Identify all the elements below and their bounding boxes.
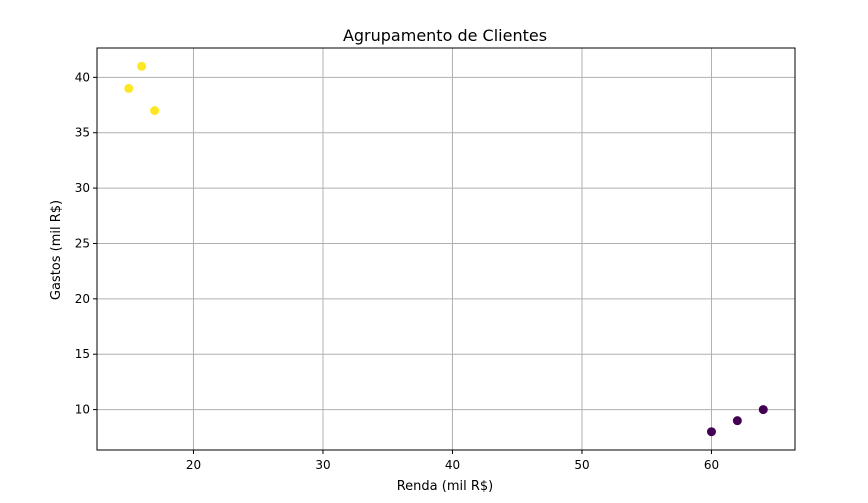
scatter-point xyxy=(137,61,147,71)
x-tick-label: 30 xyxy=(315,458,330,472)
y-tick-label: 30 xyxy=(75,181,90,195)
y-tick-label: 15 xyxy=(75,347,90,361)
y-tick-label: 35 xyxy=(75,126,90,140)
x-tick-label: 60 xyxy=(704,458,719,472)
axis-ticks: 20 30 40 50 60 10 15 20 25 30 35 40 xyxy=(75,70,719,472)
chart-title: Agrupamento de Clientes xyxy=(343,26,547,45)
y-tick-label: 20 xyxy=(75,292,90,306)
scatter-point xyxy=(706,427,716,437)
grid-lines xyxy=(97,48,795,450)
scatter-point xyxy=(124,83,134,93)
x-tick-label: 20 xyxy=(186,458,201,472)
y-axis-label: Gastos (mil R$) xyxy=(49,200,64,300)
data-points xyxy=(124,61,768,437)
scatter-point xyxy=(732,416,742,426)
scatter-point xyxy=(758,405,768,415)
y-tick-label: 40 xyxy=(75,70,90,84)
x-tick-label: 40 xyxy=(445,458,460,472)
x-axis-label: Renda (mil R$) xyxy=(397,479,494,494)
x-tick-label: 50 xyxy=(574,458,589,472)
plot-frame xyxy=(96,47,796,451)
scatter-point xyxy=(150,106,160,116)
y-tick-label: 10 xyxy=(75,403,90,417)
y-tick-label: 25 xyxy=(75,236,90,250)
